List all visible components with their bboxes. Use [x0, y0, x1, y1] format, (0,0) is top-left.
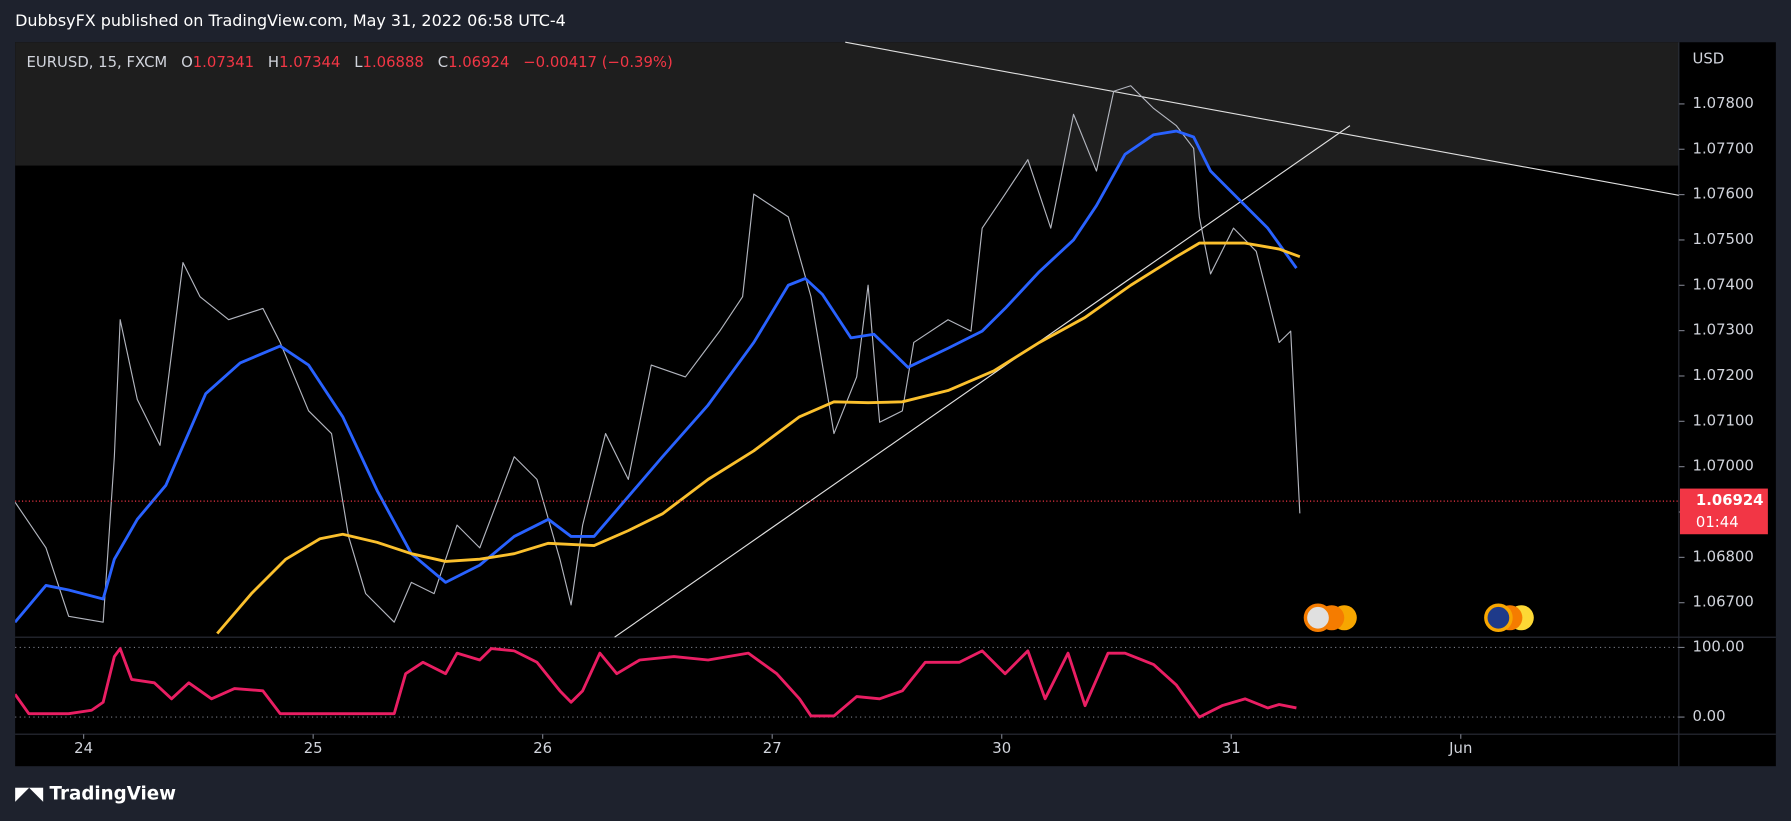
- last-price-label: 1.06924: [1696, 492, 1764, 509]
- series-line: [15, 85, 1301, 623]
- x-tick-label: 27: [763, 740, 782, 757]
- y-tick-label: 1.07700: [1693, 140, 1754, 157]
- ohlc-value: 1.06924: [448, 54, 509, 71]
- y-tick-label: 1.07300: [1693, 322, 1754, 339]
- y-tick-label: 100.00: [1693, 638, 1745, 655]
- y-tick-label: 1.07100: [1693, 412, 1754, 429]
- ohlc-label: L: [354, 54, 363, 71]
- x-tick-label: Jun: [1448, 740, 1472, 757]
- y-tick-label: 1.07000: [1693, 458, 1754, 475]
- price-axis: [1678, 42, 1776, 767]
- series-line: [15, 129, 1298, 624]
- y-tick-label: 1.07200: [1693, 367, 1754, 384]
- x-tick-label: 31: [1222, 740, 1241, 757]
- event-icons: [1303, 603, 1534, 633]
- y-tick-label: 1.07800: [1693, 95, 1754, 112]
- symbol-legend: EURUSD, 15, FXCM O1.07341 H1.07344 L1.06…: [27, 54, 673, 71]
- ohlc-value: 1.07341: [193, 54, 254, 71]
- event-icon: [1484, 603, 1513, 633]
- x-tick-label: 25: [304, 740, 323, 757]
- y-tick-label: 1.07600: [1693, 186, 1754, 203]
- symbol: EURUSD, 15, FXCM: [27, 54, 168, 71]
- y-tick-label: 1.07400: [1693, 276, 1754, 293]
- x-tick-label: 24: [74, 740, 93, 757]
- y-tick-label: 1.07500: [1693, 231, 1754, 248]
- ohlc-label: C: [438, 54, 448, 71]
- ohlc-label: H: [268, 54, 279, 71]
- ohlc-value: 1.07344: [279, 54, 340, 71]
- countdown-label: 01:44: [1696, 514, 1739, 531]
- resistance-zone: [15, 42, 1679, 166]
- trend-line: [614, 125, 1351, 638]
- y-tick-label: 1.06700: [1693, 594, 1754, 611]
- x-tick-label: 26: [533, 740, 552, 757]
- logo-mark: ◤◥: [15, 784, 49, 805]
- x-tick-label: 30: [992, 740, 1011, 757]
- y-tick-label: 0.00: [1693, 708, 1726, 725]
- currency-label: USD: [1693, 50, 1725, 67]
- ohlc-label: O: [181, 54, 193, 71]
- footer-logo: ◤◥ TradingView: [15, 784, 176, 805]
- footer-brand: TradingView: [50, 784, 177, 805]
- y-tick-label: 1.06800: [1693, 548, 1754, 565]
- pane-1: [15, 646, 1679, 719]
- trend-line: [845, 41, 1679, 196]
- event-icon: [1303, 603, 1333, 633]
- change: −0.00417 (−0.39%): [523, 54, 673, 71]
- publish-header: DubbsyFX published on TradingView.com, M…: [15, 11, 566, 30]
- last-price-box: [1679, 488, 1768, 535]
- pane-0: [15, 85, 1679, 635]
- series-line: [216, 241, 1301, 635]
- ohlc-value: 1.06888: [363, 54, 424, 71]
- series-line: [15, 647, 1297, 719]
